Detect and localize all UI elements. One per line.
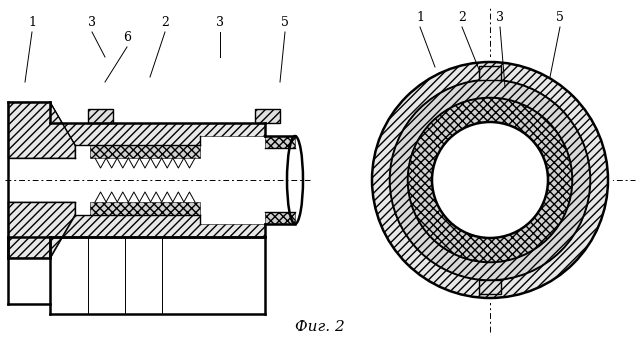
Polygon shape <box>90 145 200 158</box>
Text: 1: 1 <box>28 16 36 29</box>
Bar <box>88 109 113 123</box>
Polygon shape <box>50 215 265 258</box>
Polygon shape <box>265 136 295 148</box>
Circle shape <box>408 98 572 262</box>
Bar <box>479 66 501 80</box>
Bar <box>479 280 501 294</box>
Polygon shape <box>265 212 295 224</box>
Circle shape <box>432 122 548 238</box>
Text: 2: 2 <box>458 11 466 24</box>
Bar <box>255 109 280 123</box>
Circle shape <box>408 98 572 262</box>
Polygon shape <box>90 202 200 215</box>
Text: 5: 5 <box>556 11 564 24</box>
Text: 3: 3 <box>216 16 224 29</box>
Circle shape <box>390 80 590 280</box>
Polygon shape <box>8 102 75 158</box>
Text: 2: 2 <box>161 16 169 29</box>
Text: 5: 5 <box>281 16 289 29</box>
Circle shape <box>367 57 613 303</box>
Circle shape <box>372 62 608 298</box>
Text: 1: 1 <box>416 11 424 24</box>
Polygon shape <box>8 202 75 258</box>
Text: Фиг. 2: Фиг. 2 <box>295 320 345 334</box>
Text: 6: 6 <box>123 31 131 44</box>
Circle shape <box>390 80 590 280</box>
Polygon shape <box>50 102 265 145</box>
Text: 3: 3 <box>496 11 504 24</box>
Text: 3: 3 <box>88 16 96 29</box>
